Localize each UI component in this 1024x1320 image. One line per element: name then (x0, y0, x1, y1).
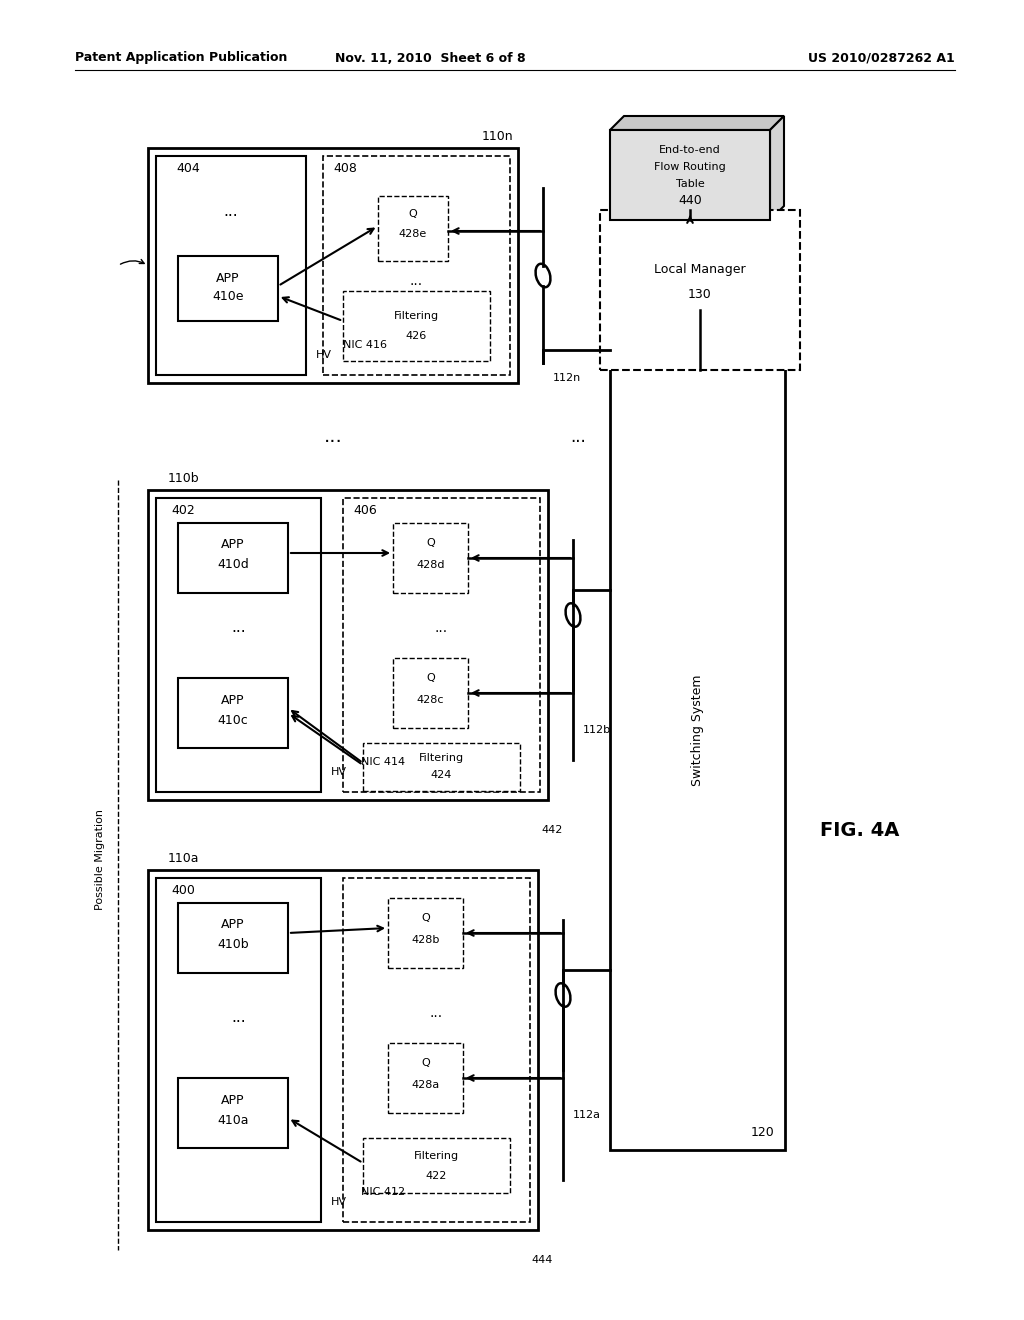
Text: ...: ... (570, 428, 586, 446)
Text: ...: ... (324, 426, 342, 446)
Text: APP: APP (221, 919, 245, 932)
Text: ...: ... (430, 1006, 443, 1020)
FancyBboxPatch shape (362, 1138, 510, 1193)
Text: Flow Routing: Flow Routing (654, 162, 726, 172)
Text: 110n: 110n (481, 129, 513, 143)
Polygon shape (770, 116, 784, 220)
Text: NIC 412: NIC 412 (361, 1187, 406, 1197)
Text: ...: ... (231, 620, 246, 635)
Text: Possible Migration: Possible Migration (95, 809, 105, 911)
Text: ...: ... (223, 203, 239, 219)
FancyBboxPatch shape (362, 743, 520, 791)
FancyBboxPatch shape (393, 657, 468, 729)
Text: ...: ... (435, 620, 449, 635)
FancyBboxPatch shape (178, 1078, 288, 1148)
Text: 410c: 410c (218, 714, 249, 726)
FancyBboxPatch shape (378, 195, 449, 261)
FancyBboxPatch shape (388, 898, 463, 968)
Text: Nov. 11, 2010  Sheet 6 of 8: Nov. 11, 2010 Sheet 6 of 8 (335, 51, 525, 65)
Text: Q: Q (426, 673, 435, 682)
FancyBboxPatch shape (178, 256, 278, 321)
FancyBboxPatch shape (600, 210, 800, 370)
Text: APP: APP (221, 1093, 245, 1106)
Text: Q: Q (421, 913, 430, 923)
FancyBboxPatch shape (393, 523, 468, 593)
Text: US 2010/0287262 A1: US 2010/0287262 A1 (808, 51, 955, 65)
Text: 406: 406 (353, 504, 377, 517)
Text: Q: Q (421, 1059, 430, 1068)
Text: Patent Application Publication: Patent Application Publication (75, 51, 288, 65)
Text: 424: 424 (431, 770, 453, 780)
Text: 110a: 110a (168, 851, 200, 865)
Text: APP: APP (221, 693, 245, 706)
FancyBboxPatch shape (343, 878, 530, 1222)
Text: 410b: 410b (217, 939, 249, 952)
FancyBboxPatch shape (148, 490, 548, 800)
Text: APP: APP (216, 272, 240, 285)
Text: 426: 426 (406, 331, 427, 341)
FancyBboxPatch shape (156, 498, 321, 792)
Text: 428d: 428d (416, 560, 444, 570)
Text: 112a: 112a (573, 1110, 601, 1119)
FancyBboxPatch shape (343, 498, 540, 792)
Text: HV: HV (331, 1197, 347, 1206)
FancyBboxPatch shape (148, 148, 518, 383)
Text: HV: HV (331, 767, 347, 777)
Text: 410a: 410a (217, 1114, 249, 1126)
Text: Local Manager: Local Manager (654, 264, 745, 276)
FancyBboxPatch shape (343, 290, 490, 360)
Text: Q: Q (409, 209, 418, 219)
FancyBboxPatch shape (610, 310, 785, 1150)
FancyBboxPatch shape (610, 129, 770, 220)
Text: 404: 404 (176, 162, 200, 176)
Text: 428b: 428b (412, 935, 439, 945)
Text: 112b: 112b (583, 725, 611, 735)
Text: 428a: 428a (412, 1080, 439, 1090)
FancyBboxPatch shape (178, 523, 288, 593)
Text: 440: 440 (678, 194, 701, 207)
Polygon shape (610, 116, 784, 129)
Text: 120: 120 (752, 1126, 775, 1138)
Text: 408: 408 (333, 162, 357, 176)
FancyBboxPatch shape (388, 1043, 463, 1113)
Text: 110b: 110b (168, 471, 200, 484)
Text: Q: Q (426, 539, 435, 548)
Text: NIC 414: NIC 414 (361, 756, 406, 767)
Text: 410d: 410d (217, 558, 249, 572)
Text: 442: 442 (542, 825, 563, 836)
Text: ...: ... (231, 1011, 246, 1026)
Text: 402: 402 (171, 504, 195, 517)
Text: APP: APP (221, 539, 245, 552)
Text: 428c: 428c (417, 696, 444, 705)
Text: Switching System: Switching System (691, 675, 705, 785)
Text: 112n: 112n (553, 374, 582, 383)
Text: 130: 130 (688, 289, 712, 301)
Text: 428e: 428e (399, 228, 427, 239)
FancyBboxPatch shape (323, 156, 510, 375)
FancyBboxPatch shape (178, 903, 288, 973)
FancyBboxPatch shape (178, 678, 288, 748)
Text: End-to-end: End-to-end (659, 145, 721, 154)
Text: FIG. 4A: FIG. 4A (820, 821, 899, 840)
Text: ...: ... (410, 275, 423, 288)
Text: Filtering: Filtering (414, 1151, 459, 1162)
Text: HV: HV (316, 350, 332, 360)
Text: 422: 422 (426, 1171, 447, 1181)
Text: NIC 416: NIC 416 (343, 341, 387, 350)
FancyBboxPatch shape (148, 870, 538, 1230)
FancyBboxPatch shape (156, 878, 321, 1222)
Text: 400: 400 (171, 884, 195, 898)
Text: Filtering: Filtering (394, 312, 439, 321)
Text: 444: 444 (531, 1255, 553, 1265)
Text: 410e: 410e (212, 289, 244, 302)
Text: Filtering: Filtering (419, 752, 464, 763)
Text: Table: Table (676, 180, 705, 189)
FancyBboxPatch shape (156, 156, 306, 375)
